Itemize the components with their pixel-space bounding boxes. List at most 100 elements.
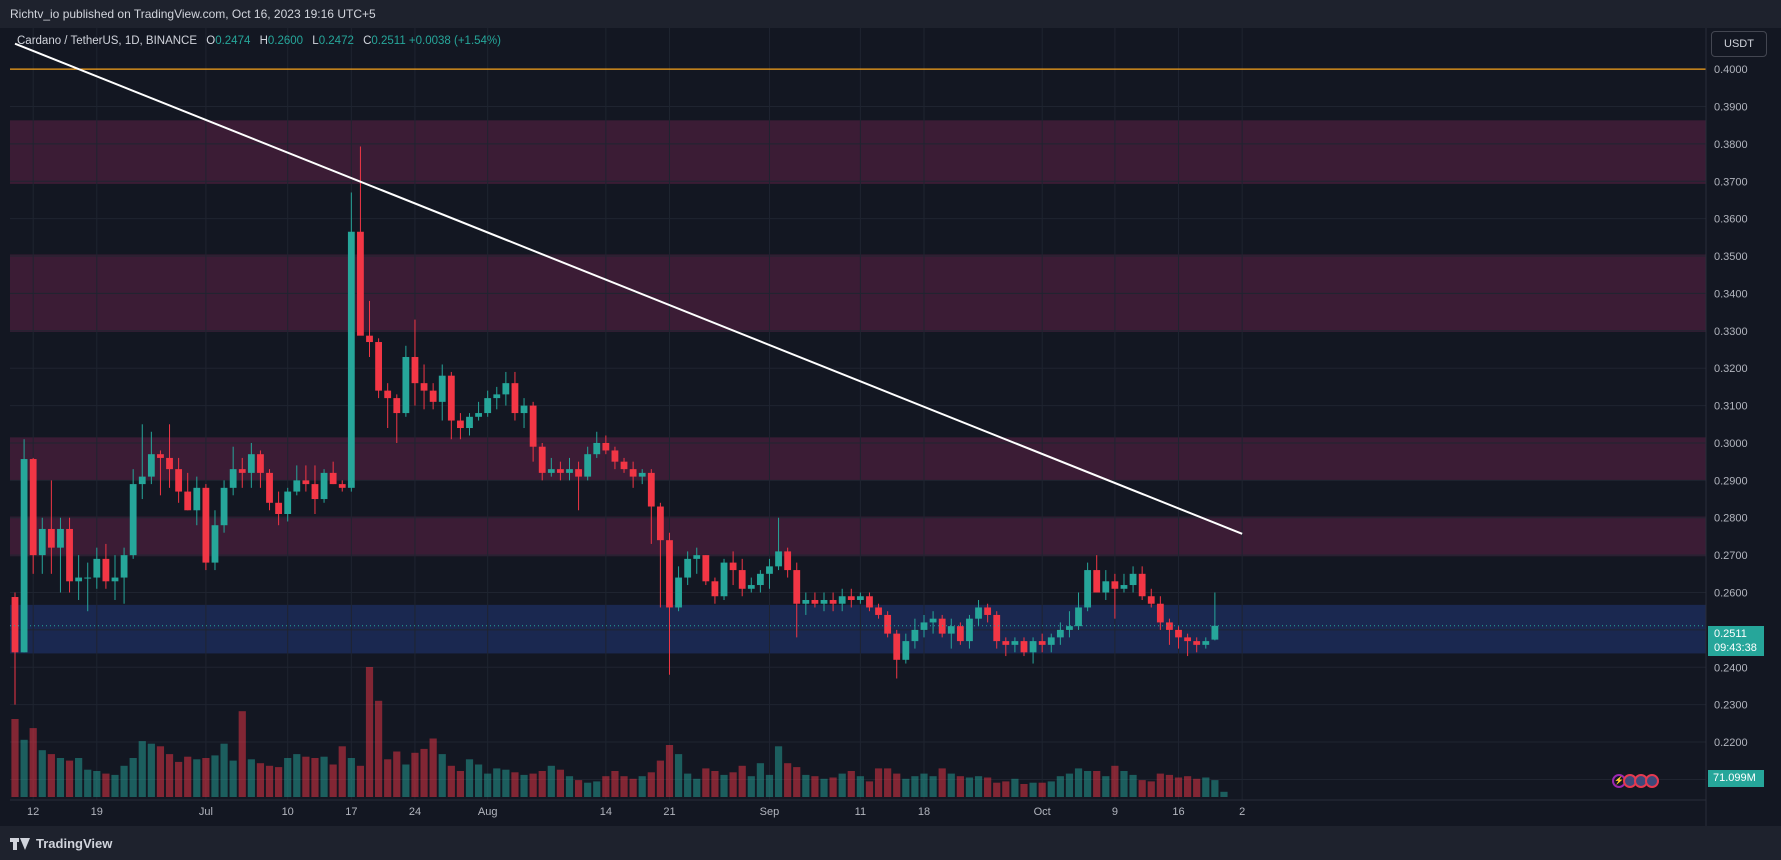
volume-bar	[1020, 784, 1028, 797]
volume-bar	[11, 719, 19, 797]
volume-tag: 71.099M	[1708, 770, 1764, 787]
candle-body	[884, 614, 892, 634]
candle-body	[193, 487, 201, 511]
candle-body	[502, 383, 510, 395]
candle-body	[484, 398, 492, 414]
candle-body	[1166, 622, 1173, 630]
candle-body	[838, 596, 846, 604]
candle-body	[293, 480, 301, 492]
currency-button[interactable]: USDT	[1711, 31, 1767, 57]
candle-body	[347, 231, 355, 488]
volume-bar	[538, 771, 546, 797]
last-price-tag: 0.2511 09:43:38	[1708, 626, 1764, 656]
tradingview-logo[interactable]: TradingView	[10, 836, 112, 851]
tradingview-logo-icon	[10, 837, 30, 850]
candle-body	[911, 629, 919, 642]
volume-bar	[520, 774, 528, 797]
resistance-zone	[10, 516, 1706, 557]
candle-body	[1038, 641, 1046, 645]
candle-body	[375, 342, 382, 391]
volume-bar	[502, 769, 510, 797]
candle-body	[338, 484, 346, 488]
candle-body	[466, 416, 473, 429]
volume-bar	[175, 761, 183, 797]
candle-body	[284, 491, 292, 515]
volume-bar	[956, 776, 964, 797]
candle-body	[729, 562, 737, 571]
price-tick-label: 0.3900	[1714, 102, 1748, 114]
candle-body	[557, 469, 564, 473]
candle-body	[611, 450, 619, 462]
time-tick-label: 11	[855, 806, 866, 818]
candle-body	[647, 472, 655, 507]
volume-bar	[802, 774, 810, 797]
candle-body	[984, 607, 992, 615]
volume-bar	[47, 754, 55, 797]
candle-body	[693, 555, 701, 559]
volume-bar	[929, 776, 937, 797]
candle-body	[129, 484, 137, 556]
open-label: O	[206, 35, 216, 47]
price-chart[interactable]: 0.4000 0.3900 0.3800 0.3700 0.3600 0.3500 0.34…	[0, 0, 1781, 826]
candle-body	[1211, 625, 1219, 640]
candle-body	[57, 528, 64, 548]
zones-layer	[10, 120, 1706, 654]
candle-body	[620, 461, 628, 470]
volume-bar	[138, 741, 146, 797]
candle-body	[75, 577, 83, 582]
volume-bar	[93, 771, 101, 797]
volume-bar	[256, 763, 265, 797]
volume-bar	[38, 750, 46, 797]
candle-body	[1111, 581, 1119, 589]
candle-body	[575, 469, 582, 477]
candle-body	[111, 577, 119, 582]
volume-bar	[629, 778, 637, 797]
candle-body	[366, 335, 373, 343]
candle-body	[866, 596, 873, 608]
volume-bar	[1202, 777, 1210, 797]
volume-bar	[311, 758, 319, 797]
candle-body	[902, 641, 910, 660]
time-tick-label: 21	[663, 806, 675, 818]
price-tick-label: 0.2700	[1714, 550, 1748, 562]
volume-bar	[784, 763, 792, 797]
volume-bar	[384, 759, 392, 797]
us-flag-icon[interactable]	[1645, 774, 1659, 788]
volume-bar	[638, 776, 646, 797]
volume-bar	[529, 773, 537, 797]
candle-body	[202, 487, 210, 563]
candle-body	[184, 491, 192, 511]
candle-body	[38, 528, 46, 556]
price-tick-label: 0.2800	[1714, 513, 1748, 525]
candle-body	[411, 356, 419, 384]
candle-body	[538, 446, 546, 473]
time-tick-label: 10	[282, 806, 294, 818]
price-tick-label: 0.3700	[1714, 176, 1748, 188]
volume-bar	[611, 771, 619, 797]
candle-body	[638, 472, 646, 477]
event-markers[interactable]: ⚡	[1612, 774, 1659, 788]
volume-bar	[247, 759, 255, 797]
volume-bar	[429, 738, 437, 797]
price-tick-label: 0.3100	[1714, 401, 1748, 413]
resistance-zone	[10, 437, 1706, 481]
candle-body	[1056, 629, 1064, 638]
footer-bar: TradingView	[0, 826, 1781, 860]
candle-body	[402, 356, 410, 414]
volume-bar	[884, 768, 892, 797]
symbol-name[interactable]: Cardano / TetherUS, 1D, BINANCE	[17, 35, 198, 47]
volume-bar	[456, 771, 465, 797]
time-tick-label: 14	[600, 806, 612, 818]
volume-bar	[211, 755, 219, 797]
candle-body	[138, 476, 146, 485]
candle-body	[447, 375, 455, 421]
candle-body	[893, 633, 901, 660]
volume-bar	[620, 776, 628, 797]
time-tick-label: Sep	[760, 806, 780, 818]
volume-bar	[111, 774, 119, 797]
volume-bar	[1002, 781, 1010, 797]
support-zone	[10, 604, 1706, 654]
volume-bar	[474, 764, 483, 797]
volume-bar	[1220, 791, 1228, 797]
volume-bar	[856, 776, 864, 797]
